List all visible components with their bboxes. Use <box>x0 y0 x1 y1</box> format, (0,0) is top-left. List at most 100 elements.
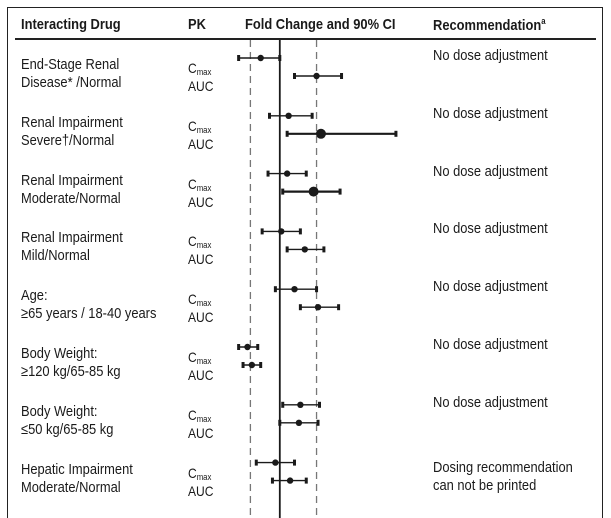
row-label-line: Moderate/Normal <box>21 189 121 207</box>
row-2-auc-point <box>308 186 319 197</box>
pk-auc-label: AUC <box>188 251 214 268</box>
pk-auc-label: AUC <box>188 482 214 499</box>
row-0-auc-point <box>313 72 320 80</box>
header-recommendation-text: Recommendation <box>433 17 542 34</box>
row-1-auc-point <box>315 128 326 139</box>
row-label-0: End-Stage Renal Disease* /Normal <box>21 56 121 92</box>
recommendation-line: Dosing recommendation <box>433 458 573 476</box>
row-5-auc-point <box>248 361 256 369</box>
row-label-line: Age: <box>21 287 48 305</box>
row-label-line: Renal Impairment <box>21 229 123 247</box>
pk-labels-7: Cmax AUC <box>188 466 213 498</box>
pk-auc-label: AUC <box>188 78 214 94</box>
pk-cmax-letter: C <box>188 464 197 481</box>
recommendation-line: No dose adjustment <box>433 47 548 64</box>
pk-cmax-letter: C <box>188 233 197 250</box>
row-6-cmax-point <box>297 401 304 408</box>
pk-labels-4: Cmax AUC <box>188 292 213 324</box>
pk-cmax-subscript: max <box>196 67 212 77</box>
row-label-1: Renal Impairment Severe†/Normal <box>21 114 123 150</box>
pk-cmax-subscript: max <box>196 124 212 135</box>
pk-labels-5: Cmax AUC <box>188 350 213 382</box>
recommendation-5: No dose adjustment <box>433 336 548 354</box>
row-label-line: Hepatic Impairment <box>21 460 133 478</box>
row-label-2: Renal Impairment Moderate/Normal <box>21 172 123 208</box>
recommendation-3: No dose adjustment <box>433 220 548 238</box>
row-2-cmax-point <box>283 170 291 177</box>
row-7-auc-point <box>286 477 294 484</box>
pk-auc-label: AUC <box>188 309 214 326</box>
row-4-auc-point <box>314 304 322 311</box>
recommendation-0: No dose adjustment <box>433 47 548 65</box>
pk-labels-0: Cmax AUC <box>188 61 213 93</box>
pk-labels-1: Cmax AUC <box>188 119 213 151</box>
row-6-auc-point <box>295 419 303 426</box>
pk-labels-3: Cmax AUC <box>188 234 213 266</box>
row-0-cmax-point <box>257 54 264 62</box>
pk-cmax-letter: C <box>188 175 197 192</box>
pk-auc-label: AUC <box>188 424 214 441</box>
header-rule <box>15 38 596 40</box>
row-label-line: ≤50 kg/65-85 kg <box>21 420 114 438</box>
row-3-cmax-point <box>278 228 285 235</box>
pk-cmax-label: Cmax <box>188 177 213 195</box>
recommendation-line: can not be printed <box>433 476 537 494</box>
recommendation-7: Dosing recommendation can not be printed <box>433 459 573 495</box>
figure-frame <box>7 7 603 518</box>
pk-cmax-letter: C <box>188 117 197 134</box>
row-label-line: Body Weight: <box>21 345 98 362</box>
row-label-6: Body Weight: ≤50 kg/65-85 kg <box>21 403 113 439</box>
recommendation-line: No dose adjustment <box>433 104 548 122</box>
recommendation-line: No dose adjustment <box>433 336 548 353</box>
recommendation-1: No dose adjustment <box>433 105 548 123</box>
header-interacting-drug: Interacting Drug <box>21 16 121 33</box>
row-label-line: Body Weight: <box>21 402 98 420</box>
pk-cmax-subscript: max <box>196 413 212 424</box>
recommendation-line: No dose adjustment <box>433 278 548 296</box>
row-label-line: Moderate/Normal <box>21 478 121 496</box>
row-label-7: Hepatic Impairment Moderate/Normal <box>21 461 133 497</box>
row-label-line: End-Stage Renal <box>21 56 120 73</box>
header-recommendation-footnote: a <box>541 16 546 26</box>
row-label-5: Body Weight: ≥120 kg/65-85 kg <box>21 345 121 381</box>
row-label-4: Age: ≥65 years / 18-40 years <box>21 287 156 323</box>
pk-cmax-subscript: max <box>196 240 212 251</box>
pk-cmax-label: Cmax <box>188 408 213 426</box>
pk-cmax-label: Cmax <box>188 350 213 368</box>
recommendation-2: No dose adjustment <box>433 163 548 181</box>
row-label-line: Severe†/Normal <box>21 131 115 149</box>
row-label-line: Disease* /Normal <box>21 74 122 91</box>
row-label-line: Renal Impairment <box>21 113 123 131</box>
row-label-line: ≥120 kg/65-85 kg <box>21 363 121 380</box>
pk-labels-6: Cmax AUC <box>188 408 213 440</box>
row-label-line: ≥65 years / 18-40 years <box>21 305 157 323</box>
pk-cmax-letter: C <box>188 406 197 423</box>
row-label-line: Mild/Normal <box>21 247 90 265</box>
row-7-cmax-point <box>272 459 279 466</box>
pk-cmax-label: Cmax <box>188 292 213 310</box>
pk-cmax-label: Cmax <box>188 119 213 137</box>
pk-cmax-letter: C <box>188 349 197 365</box>
pk-cmax-label: Cmax <box>188 466 213 484</box>
pk-cmax-letter: C <box>188 291 197 308</box>
pk-cmax-label: Cmax <box>188 234 213 252</box>
header-pk: PK <box>188 16 206 33</box>
pk-cmax-subscript: max <box>196 298 212 309</box>
pk-cmax-subscript: max <box>196 356 212 366</box>
pk-auc-label: AUC <box>188 367 214 383</box>
header-recommendation: Recommendationa <box>433 16 546 34</box>
pk-labels-2: Cmax AUC <box>188 177 213 209</box>
pk-cmax-letter: C <box>188 60 197 76</box>
recommendation-6: No dose adjustment <box>433 394 548 412</box>
recommendation-4: No dose adjustment <box>433 278 548 296</box>
pk-cmax-label: Cmax <box>188 61 213 79</box>
pk-cmax-subscript: max <box>196 182 212 193</box>
pk-auc-label: AUC <box>188 193 214 210</box>
recommendation-line: No dose adjustment <box>433 220 548 238</box>
row-3-auc-point <box>301 246 308 253</box>
row-1-cmax-point <box>285 112 292 120</box>
row-4-cmax-point <box>291 286 298 293</box>
row-label-3: Renal Impairment Mild/Normal <box>21 229 123 265</box>
pk-auc-label: AUC <box>188 135 214 152</box>
